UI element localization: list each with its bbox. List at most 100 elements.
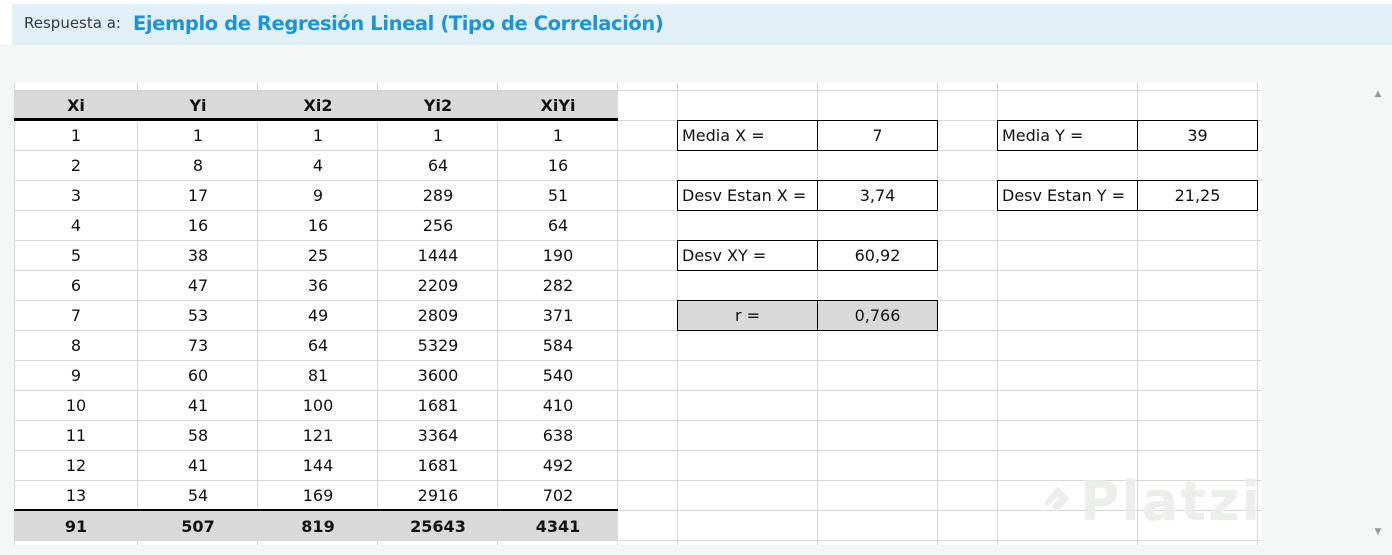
table-cell-yi2: 1681 [417,455,459,475]
desv-y-label: Desv Estan Y = [997,180,1138,211]
header-rule [14,118,618,121]
desv-xy-label: Desv XY = [677,240,818,271]
table-cell-yi: 41 [187,395,209,415]
gridline [1257,82,1258,545]
table-cell-yi2: 3364 [417,425,459,445]
totals-rule [14,509,618,512]
table-cell-xi: 7 [70,305,82,325]
table-cell-xi: 2 [70,155,82,175]
table-cell-yi2: 1681 [417,395,459,415]
table-cell-xi2: 4 [312,155,324,175]
table-cell-xiyi: 584 [542,335,574,355]
reply-title-link[interactable]: Ejemplo de Regresión Lineal (Tipo de Cor… [132,12,664,35]
table-cell-xi: 3 [70,185,82,205]
table-cell-xiyi: 371 [542,305,574,325]
media-x-label: Media X = [677,120,818,151]
table-cell-yi: 41 [187,455,209,475]
table-cell-yi: 54 [187,485,209,505]
media-x-value: 7 [817,120,938,151]
table-cell-xi: 5 [70,245,82,265]
table-cell-xi: 9 [70,365,82,385]
table-cell-xiyi: 492 [542,455,574,475]
header-yi2: Yi2 [378,90,498,120]
header-yi: Yi [138,90,258,120]
gridline [257,82,258,545]
table-cell-xi2: 49 [307,305,329,325]
table-cell-xiyi: 190 [542,245,574,265]
table-cell-xi2: 169 [302,485,334,505]
table-cell-yi2: 5329 [417,335,459,355]
table-cell-yi2: 2809 [417,305,459,325]
r-label: r = [677,300,818,331]
table-cell-xi: 11 [65,425,87,445]
table-cell-xi2: 36 [307,275,329,295]
gridline [1137,82,1138,545]
total-xiyi: 4341 [498,511,618,541]
table-cell-yi: 47 [187,275,209,295]
total-yi: 507 [138,511,258,541]
table-cell-xi: 6 [70,275,82,295]
table-cell-xi: 10 [65,395,87,415]
media-y-label: Media Y = [997,120,1138,151]
triangle-down-icon[interactable]: ▼ [1374,527,1382,537]
table-cell-yi2: 256 [422,215,454,235]
table-cell-yi2: 3600 [417,365,459,385]
table-cell-xi2: 64 [307,335,329,355]
table-cell-yi: 16 [187,215,209,235]
gridline [137,82,138,545]
triangle-up-icon[interactable]: ▲ [1374,89,1382,99]
desv-xy-value: 60,92 [817,240,938,271]
desv-y-value: 21,25 [1137,180,1258,211]
table-cell-yi: 58 [187,425,209,445]
platzi-watermark: Platzi [1042,466,1262,536]
scrollbar[interactable]: ▲ ▼ [1368,82,1388,542]
total-xi: 91 [14,511,138,541]
desv-x-label: Desv Estan X = [677,180,818,211]
gridline [377,82,378,545]
header-xi: Xi [14,90,138,120]
table-cell-xi2: 121 [302,425,334,445]
table-cell-xi: 12 [65,455,87,475]
table-cell-xi2: 1 [312,125,324,145]
table-cell-xi2: 100 [302,395,334,415]
table-cell-yi2: 1 [432,125,444,145]
table-cell-xiyi: 64 [547,215,569,235]
gridline [497,82,498,545]
table-cell-yi: 38 [187,245,209,265]
table-cell-xiyi: 702 [542,485,574,505]
reply-bar: Respuesta a: Ejemplo de Regresión Lineal… [12,4,1392,45]
r-value: 0,766 [817,300,938,331]
gridline [997,82,998,545]
table-cell-xi: 4 [70,215,82,235]
table-cell-yi: 60 [187,365,209,385]
table-cell-xiyi: 638 [542,425,574,445]
table-cell-xi2: 144 [302,455,334,475]
table-cell-xi: 1 [70,125,82,145]
table-cell-xiyi: 410 [542,395,574,415]
table-cell-yi: 8 [192,155,204,175]
table-cell-yi2: 64 [427,155,449,175]
gridline [617,82,618,545]
table-cell-xi2: 81 [307,365,329,385]
table-cell-xiyi: 1 [552,125,564,145]
media-y-value: 39 [1137,120,1258,151]
table-cell-xi2: 9 [312,185,324,205]
table-cell-yi: 73 [187,335,209,355]
table-cell-xiyi: 16 [547,155,569,175]
total-xi2: 819 [258,511,378,541]
reply-label: Respuesta a: [24,13,121,32]
table-cell-yi2: 2209 [417,275,459,295]
table-cell-xi2: 25 [307,245,329,265]
table-cell-xi: 13 [65,485,87,505]
table-cell-yi: 17 [187,185,209,205]
table-cell-yi: 53 [187,305,209,325]
table-cell-xiyi: 540 [542,365,574,385]
table-cell-yi: 1 [192,125,204,145]
table-cell-yi2: 1444 [417,245,459,265]
table-cell-yi2: 2916 [417,485,459,505]
desv-x-value: 3,74 [817,180,938,211]
spreadsheet-image: Xi Yi Xi2 Yi2 XiYi 1 1 1 1 1 2 8 4 64 16 3 17 9 289 51… [14,82,1262,545]
total-yi2: 25643 [378,511,498,541]
watermark-text: Platzi [1079,469,1262,533]
table-cell-yi2: 289 [422,185,454,205]
